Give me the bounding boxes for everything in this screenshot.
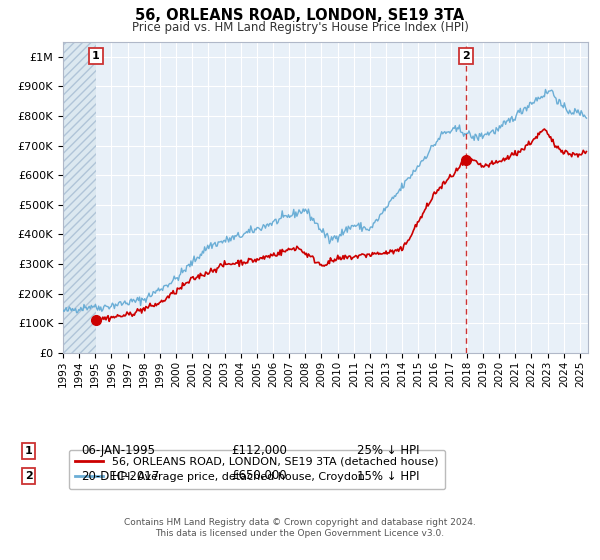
Legend: 56, ORLEANS ROAD, LONDON, SE19 3TA (detached house), HPI: Average price, detache: 56, ORLEANS ROAD, LONDON, SE19 3TA (deta… bbox=[68, 450, 445, 489]
Text: Contains HM Land Registry data © Crown copyright and database right 2024.: Contains HM Land Registry data © Crown c… bbox=[124, 518, 476, 527]
Text: 15% ↓ HPI: 15% ↓ HPI bbox=[357, 469, 419, 483]
Text: £112,000: £112,000 bbox=[231, 444, 287, 458]
Text: This data is licensed under the Open Government Licence v3.0.: This data is licensed under the Open Gov… bbox=[155, 529, 445, 538]
Text: £650,000: £650,000 bbox=[231, 469, 287, 483]
Text: 2: 2 bbox=[463, 51, 470, 61]
Text: 1: 1 bbox=[92, 51, 100, 61]
Text: 1: 1 bbox=[25, 446, 32, 456]
Text: 20-DEC-2017: 20-DEC-2017 bbox=[81, 469, 159, 483]
Text: 06-JAN-1995: 06-JAN-1995 bbox=[81, 444, 155, 458]
Text: 56, ORLEANS ROAD, LONDON, SE19 3TA: 56, ORLEANS ROAD, LONDON, SE19 3TA bbox=[136, 8, 464, 24]
Text: Price paid vs. HM Land Registry's House Price Index (HPI): Price paid vs. HM Land Registry's House … bbox=[131, 21, 469, 34]
Bar bbox=[63, 42, 96, 353]
Text: 2: 2 bbox=[25, 471, 32, 481]
Text: 25% ↓ HPI: 25% ↓ HPI bbox=[357, 444, 419, 458]
